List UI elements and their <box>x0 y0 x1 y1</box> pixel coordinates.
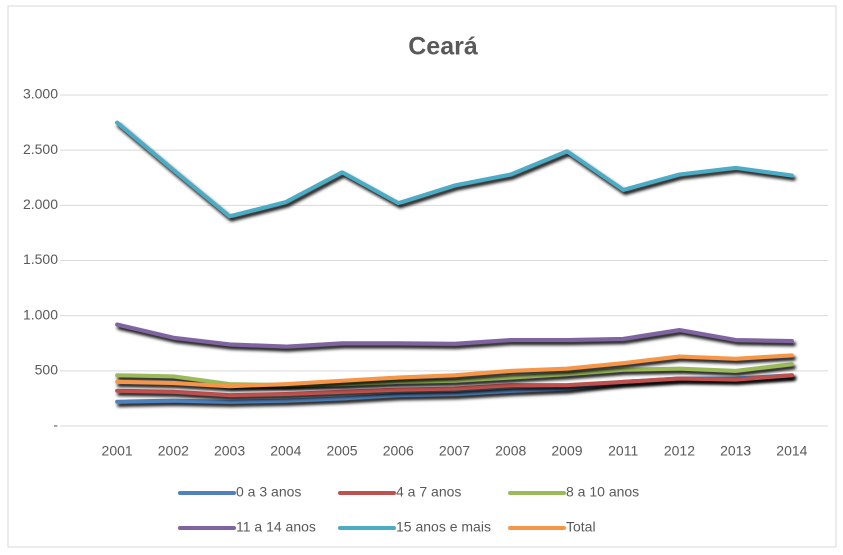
x-tick-label: 2014 <box>776 443 807 459</box>
legend-label: 0 a 3 anos <box>236 484 301 500</box>
x-tick-label: 2001 <box>102 443 133 459</box>
x-tick-label: 2003 <box>214 443 245 459</box>
chart-frame <box>7 5 837 548</box>
y-tick-label: 2.000 <box>23 196 58 212</box>
x-tick-label: 2007 <box>439 443 470 459</box>
y-tick-label: 500 <box>35 362 59 378</box>
x-tick-label: 2012 <box>664 443 695 459</box>
series-line <box>115 120 794 219</box>
y-tick-label: - <box>53 417 58 433</box>
x-tick-label: 2013 <box>720 443 751 459</box>
legend-label: 4 a 7 anos <box>396 484 461 500</box>
series-line <box>115 362 794 388</box>
y-tick-label: 3.000 <box>23 86 58 102</box>
y-tick-label: 1.000 <box>23 306 58 322</box>
x-tick-label: 2005 <box>326 443 357 459</box>
series-line <box>115 373 794 398</box>
legend-label: 8 a 10 anos <box>566 484 639 500</box>
x-tick-label: 2009 <box>551 443 582 459</box>
chart-title: Ceará <box>408 33 478 61</box>
x-tick-label: 2002 <box>158 443 189 459</box>
y-tick-label: 2.500 <box>23 141 58 157</box>
series-line <box>115 322 794 349</box>
x-tick-label: 2004 <box>270 443 301 459</box>
series-line <box>115 353 794 389</box>
x-tick-label: 2006 <box>383 443 414 459</box>
x-tick-label: 2008 <box>495 443 526 459</box>
legend-label: 15 anos e mais <box>396 519 491 535</box>
y-tick-label: 1.500 <box>23 251 58 267</box>
x-tick-label: 2011 <box>608 443 638 459</box>
legend-label: Total <box>566 519 596 535</box>
legend-label: 11 a 14 anos <box>236 519 316 535</box>
